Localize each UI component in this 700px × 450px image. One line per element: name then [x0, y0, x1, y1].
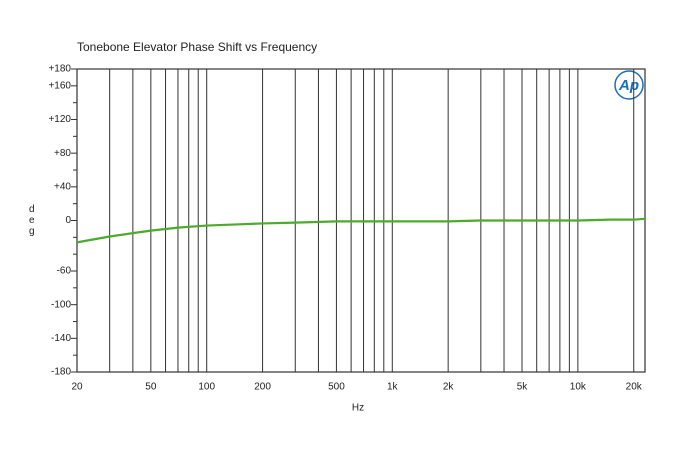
y-tick-label: +160 — [48, 80, 71, 91]
y-tick-label: +120 — [48, 114, 71, 125]
x-tick-label: 1k — [387, 382, 399, 393]
y-tick-label: -180 — [51, 367, 71, 378]
x-axis-label: Hz — [352, 403, 364, 414]
x-tick-label: 20k — [626, 382, 643, 393]
y-tick-label: +40 — [54, 181, 71, 192]
x-tick-label: 10k — [570, 382, 587, 393]
chart-title: Tonebone Elevator Phase Shift vs Frequen… — [77, 40, 317, 54]
phase-line — [76, 217, 646, 244]
y-tick-label: +80 — [54, 148, 71, 159]
logo-ring — [614, 70, 644, 100]
x-tick-label: 50 — [145, 382, 157, 393]
x-tick-label: 500 — [328, 382, 345, 393]
x-tick-label: 200 — [254, 382, 271, 393]
x-tick-label: 20 — [71, 382, 83, 393]
x-tick-label: 100 — [198, 382, 215, 393]
y-tick-label: -60 — [57, 266, 72, 277]
y-tick-label: +180 — [48, 64, 71, 75]
x-tick-label: 5k — [517, 382, 529, 393]
y-tick-label: 0 — [65, 215, 71, 226]
y-axis-label: deg — [29, 204, 35, 237]
x-tick-label: 2k — [443, 382, 455, 393]
y-tick-label: -100 — [51, 299, 71, 310]
logo: Ap — [618, 77, 639, 94]
y-tick-label: -140 — [51, 333, 71, 344]
